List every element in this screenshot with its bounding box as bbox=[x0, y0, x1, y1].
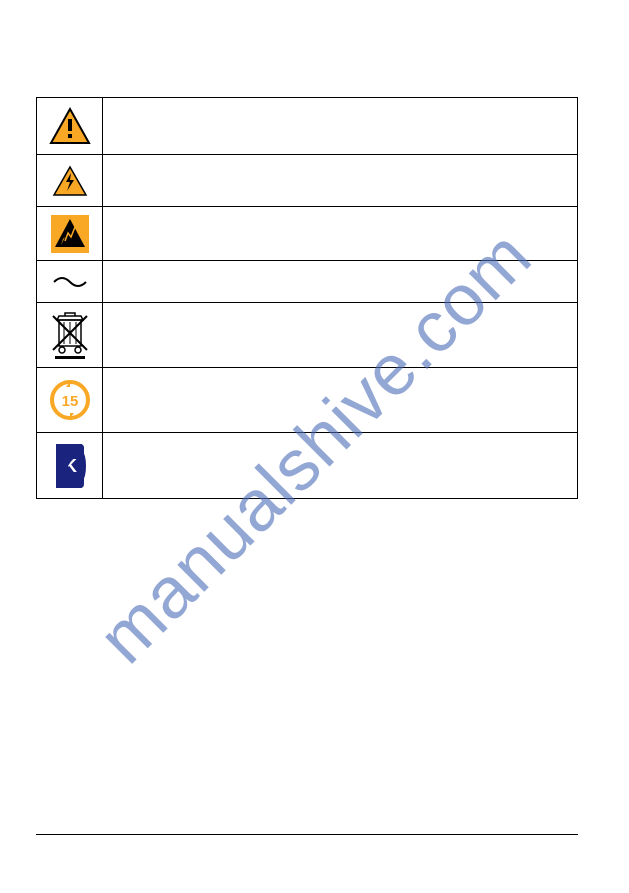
esd-icon bbox=[37, 215, 102, 253]
symbols-table: 15 K bbox=[36, 97, 578, 499]
table-row: K bbox=[37, 433, 578, 499]
table-row bbox=[37, 303, 578, 368]
table-row bbox=[37, 261, 578, 303]
ac-wave-icon bbox=[37, 274, 102, 290]
weee-bin-icon bbox=[37, 310, 102, 360]
svg-text:15: 15 bbox=[61, 393, 78, 410]
shock-hazard-icon bbox=[37, 165, 102, 197]
kc-mark-icon: K bbox=[37, 442, 102, 490]
table-row bbox=[37, 207, 578, 261]
china-rohs-icon: 15 bbox=[37, 378, 102, 422]
table-row: 15 bbox=[37, 368, 578, 433]
warning-icon bbox=[37, 107, 102, 145]
footer-divider bbox=[36, 834, 578, 835]
table-row bbox=[37, 98, 578, 155]
table-row bbox=[37, 155, 578, 207]
